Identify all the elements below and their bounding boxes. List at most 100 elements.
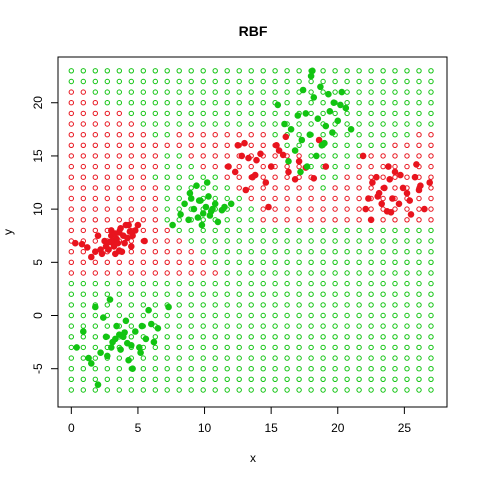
grid-point [152, 376, 159, 382]
grid-point [392, 312, 398, 319]
grid-point [332, 291, 338, 297]
grid-point [104, 323, 111, 329]
grid-point [416, 334, 422, 340]
grid-point [380, 121, 386, 127]
grid-point [260, 334, 266, 340]
grid-point [80, 355, 87, 361]
grid-point [80, 344, 87, 351]
red-training-point [125, 221, 132, 229]
grid-point [140, 270, 147, 276]
grid-point [212, 366, 218, 372]
grid-point [212, 89, 218, 95]
grid-point [116, 174, 123, 180]
grid-point [428, 312, 434, 319]
grid-point [224, 312, 230, 319]
grid-point [260, 238, 266, 244]
grid-point [428, 68, 434, 74]
grid-point [164, 195, 170, 202]
grid-point [116, 110, 123, 117]
grid-point [224, 132, 230, 138]
grid-point [428, 153, 434, 159]
grid-point [428, 89, 434, 95]
grid-point [200, 355, 206, 361]
grid-point [416, 323, 422, 329]
red-training-point [78, 240, 86, 248]
grid-point [272, 291, 278, 297]
grid-point [356, 334, 362, 340]
green-training-point [206, 212, 214, 219]
grid-point [188, 185, 194, 191]
grid-point [368, 163, 374, 170]
grid-point [128, 249, 135, 255]
grid-point [164, 68, 170, 74]
grid-point [68, 163, 75, 170]
grid-point [308, 227, 314, 234]
grid-point [152, 100, 159, 106]
green-training-point [221, 203, 228, 211]
green-training-point [145, 306, 152, 314]
grid-point [344, 387, 350, 393]
grid-point [128, 217, 135, 223]
grid-point [356, 291, 362, 297]
red-training-point [117, 225, 124, 232]
grid-point [356, 227, 362, 234]
grid-point [200, 185, 206, 191]
green-training-point [314, 115, 322, 122]
grid-point [344, 89, 350, 95]
red-training-point [315, 136, 323, 144]
grid-point [152, 366, 159, 372]
grid-point [164, 185, 170, 191]
grid-point [140, 227, 147, 234]
grid-point [392, 259, 398, 265]
grid-point [176, 323, 182, 329]
grid-point [164, 121, 170, 127]
grid-point [272, 334, 278, 340]
grid-point [296, 121, 302, 127]
grid-point [392, 153, 398, 159]
grid-point [296, 100, 302, 106]
grid-point [428, 195, 434, 202]
grid-point [104, 121, 111, 127]
grid-point [80, 163, 87, 170]
grid-point [164, 344, 170, 351]
grid-point [188, 174, 194, 180]
grid-point [272, 259, 278, 265]
grid-point [404, 344, 410, 351]
green-training-point [342, 104, 350, 112]
grid-point [368, 100, 374, 106]
grid-point [80, 132, 87, 138]
grid-point [236, 355, 242, 361]
grid-point [212, 312, 218, 319]
grid-point [200, 142, 206, 149]
grid-point [380, 68, 386, 74]
grid-point [212, 163, 218, 170]
grid-point [140, 376, 147, 382]
grid-point [296, 185, 302, 191]
grid-point [140, 110, 147, 117]
grid-point [392, 355, 398, 361]
grid-point [248, 334, 254, 340]
grid-point [236, 376, 242, 382]
grid-point [176, 121, 182, 127]
grid-point [152, 312, 159, 319]
grid-point [224, 323, 230, 329]
grid-point [296, 344, 302, 351]
grid-point [164, 312, 170, 319]
y-axis-label: y [1, 229, 15, 235]
grid-point [404, 163, 410, 170]
green-training-point [193, 182, 200, 189]
grid-point [296, 312, 302, 319]
grid-point [128, 302, 135, 308]
green-training-point [285, 158, 292, 165]
grid-point [212, 185, 218, 191]
grid-point [92, 174, 99, 180]
green-training-point [113, 322, 120, 330]
grid-point [140, 78, 147, 85]
grid-point [236, 89, 242, 95]
grid-point [380, 89, 386, 95]
grid-point [176, 153, 182, 159]
grid-point [284, 68, 290, 74]
green-training-point [137, 349, 144, 357]
grid-point [428, 376, 434, 382]
grid-point [428, 78, 434, 85]
